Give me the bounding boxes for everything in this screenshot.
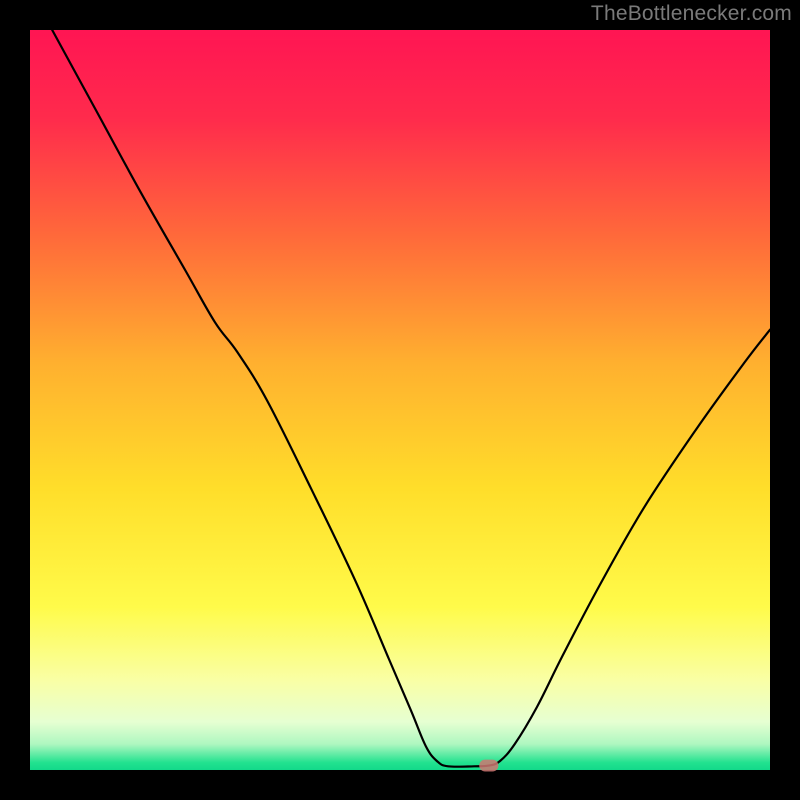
watermark-text: TheBottlenecker.com xyxy=(591,2,792,26)
optimal-point-marker xyxy=(479,760,498,772)
chart-svg xyxy=(0,0,800,800)
plot-background xyxy=(30,30,770,770)
bottleneck-chart: TheBottlenecker.com xyxy=(0,0,800,800)
